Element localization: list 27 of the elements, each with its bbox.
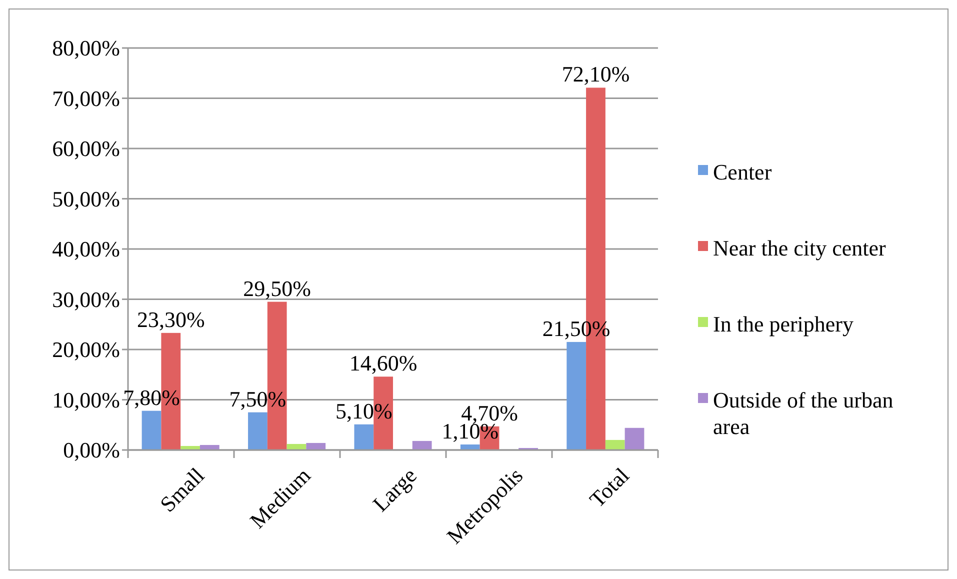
legend-label: Center bbox=[713, 160, 772, 185]
y-tick-label: 80,00% bbox=[52, 36, 120, 61]
data-label: 14,60% bbox=[349, 350, 418, 376]
y-tick-label: 0,00% bbox=[63, 438, 120, 463]
bar bbox=[624, 428, 644, 450]
bar bbox=[354, 424, 374, 450]
y-tick-label: 40,00% bbox=[52, 236, 120, 262]
bar bbox=[605, 440, 625, 450]
y-tick-label: 60,00% bbox=[52, 136, 120, 162]
bar bbox=[460, 444, 480, 450]
legend-label: Near the city center bbox=[713, 236, 887, 261]
bar bbox=[142, 410, 162, 450]
data-label: 29,50% bbox=[243, 276, 312, 301]
legend-label: Outside of the urban area bbox=[713, 388, 894, 439]
bar bbox=[566, 342, 586, 450]
legend-label: In the periphery bbox=[713, 312, 854, 337]
y-tick-label: 10,00% bbox=[52, 387, 120, 412]
data-label: 72,10% bbox=[562, 62, 630, 87]
y-tick-label: 30,00% bbox=[52, 286, 120, 312]
y-tick-label: 70,00% bbox=[52, 86, 120, 111]
bar bbox=[200, 444, 220, 450]
y-tick-label: 20,00% bbox=[52, 337, 120, 362]
data-label: 23,30% bbox=[136, 306, 205, 332]
bar bbox=[306, 442, 326, 450]
y-tick-label: 50,00% bbox=[52, 186, 120, 212]
bar bbox=[412, 440, 432, 450]
bar bbox=[248, 412, 268, 450]
